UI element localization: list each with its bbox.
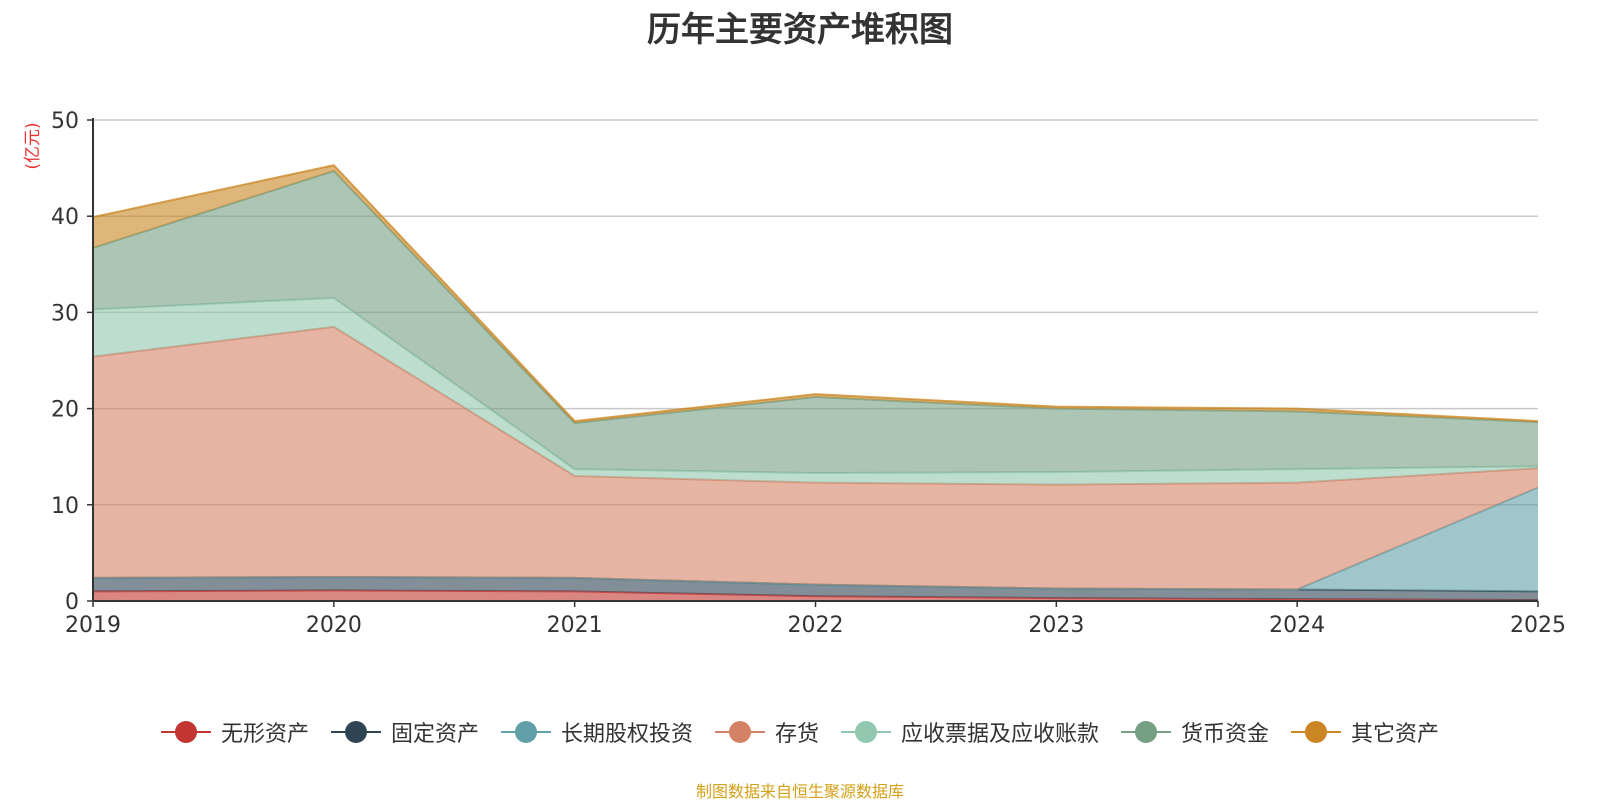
- legend-marker-icon: [160, 720, 211, 744]
- area-series-1: [93, 576, 1538, 601]
- y-tick-label: 30: [51, 301, 79, 326]
- x-tick-label: 2024: [1269, 613, 1325, 638]
- y-tick-label: 50: [51, 109, 79, 134]
- area-series-4: [93, 297, 1538, 485]
- legend-marker-icon: [714, 720, 765, 744]
- area-series-3: [93, 326, 1538, 590]
- legend-item[interactable]: 应收票据及应收账款: [841, 716, 1099, 748]
- x-tick-label: 2019: [65, 613, 121, 638]
- legend-label: 长期股权投资: [560, 722, 693, 747]
- y-tick-label: 20: [51, 398, 79, 423]
- area-series-2: [93, 487, 1538, 592]
- area-series-0: [93, 590, 1538, 601]
- legend-item[interactable]: 固定资产: [330, 716, 479, 748]
- y-tick-label: 40: [51, 205, 79, 230]
- stacked-areas: [92, 164, 1539, 602]
- y-axis-unit-label: (亿元): [23, 122, 43, 169]
- x-tick-label: 2021: [547, 613, 603, 638]
- x-tick-label: 2023: [1028, 613, 1084, 638]
- legend-marker-icon: [500, 720, 551, 744]
- legend-label: 货币资金: [1181, 722, 1270, 747]
- legend-item[interactable]: 存货: [714, 716, 819, 748]
- chart-title: 历年主要资产堆积图: [647, 10, 953, 50]
- legend-item[interactable]: 无形资产: [160, 716, 309, 748]
- legend-marker-icon: [841, 720, 891, 744]
- x-tick-label: 2022: [788, 613, 844, 638]
- legend-marker-icon: [1291, 720, 1342, 744]
- x-tick-label: 2020: [306, 613, 362, 638]
- legend-item[interactable]: 长期股权投资: [500, 716, 693, 748]
- legend-label: 固定资产: [390, 722, 479, 747]
- legend-item[interactable]: 货币资金: [1121, 716, 1269, 748]
- legend-label: 无形资产: [220, 722, 309, 747]
- legend-marker-icon: [1121, 720, 1172, 744]
- axes: 0 10 20 30 40 50 2019 2020 2021 2022 2023 2024 2025: [51, 109, 1566, 638]
- legend-label: 其它资产: [1351, 722, 1440, 747]
- legend: 无形资产 固定资产 长期股权投资 存货 应收票据及应收账款 货币资金 其它资产: [0, 716, 1600, 748]
- area-series-5: [93, 170, 1538, 474]
- legend-marker-icon: [330, 720, 381, 744]
- area-series-line-6: [92, 164, 1539, 423]
- legend-item[interactable]: 其它资产: [1291, 716, 1439, 748]
- legend-label: 应收票据及应收账款: [901, 722, 1100, 747]
- y-tick-label: 0: [65, 590, 79, 615]
- source-note: 制图数据来自恒生聚源数据库: [695, 782, 904, 801]
- y-tick-label: 10: [51, 494, 79, 519]
- area-series-6: [93, 165, 1538, 424]
- legend-label: 存货: [774, 722, 819, 747]
- x-tick-label: 2025: [1510, 613, 1566, 638]
